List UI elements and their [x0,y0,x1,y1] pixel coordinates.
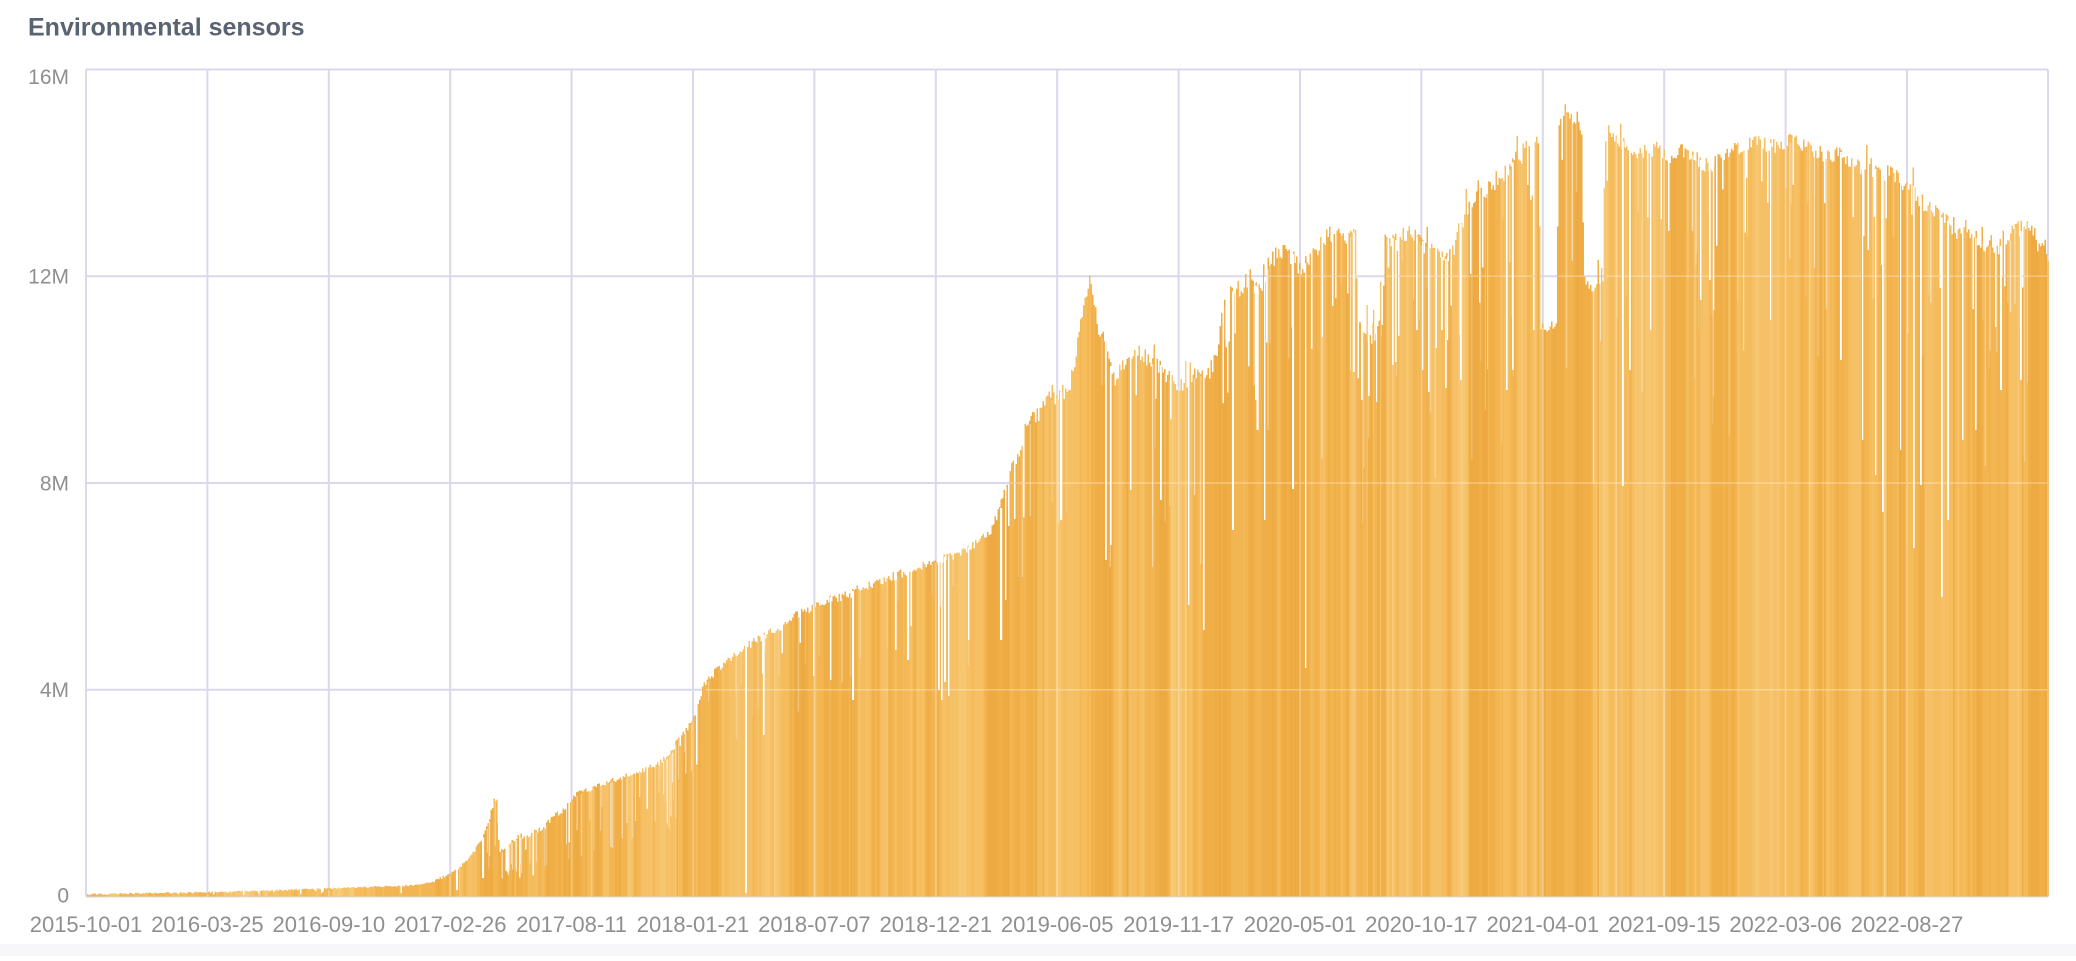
svg-text:2016-03-25: 2016-03-25 [151,912,264,937]
svg-text:2019-11-17: 2019-11-17 [1123,912,1234,937]
svg-text:2020-10-17: 2020-10-17 [1365,912,1478,937]
svg-text:2020-05-01: 2020-05-01 [1244,912,1357,937]
svg-text:2021-09-15: 2021-09-15 [1608,912,1721,937]
svg-text:Environmental sensors: Environmental sensors [28,14,304,42]
svg-text:2016-09-10: 2016-09-10 [273,912,386,937]
svg-text:2021-04-01: 2021-04-01 [1487,912,1600,937]
svg-text:2018-12-21: 2018-12-21 [880,912,993,937]
svg-text:2017-08-11: 2017-08-11 [516,912,627,937]
svg-text:2017-02-26: 2017-02-26 [394,912,507,937]
svg-text:12M: 12M [28,266,69,289]
svg-text:2019-06-05: 2019-06-05 [1001,912,1114,937]
svg-text:2022-03-06: 2022-03-06 [1729,912,1842,937]
svg-text:2018-07-07: 2018-07-07 [758,912,871,937]
svg-text:4M: 4M [40,679,69,702]
svg-text:2022-08-27: 2022-08-27 [1851,912,1964,937]
svg-text:8M: 8M [40,473,69,496]
svg-text:2018-01-21: 2018-01-21 [637,912,750,937]
svg-text:2015-10-01: 2015-10-01 [30,912,143,937]
svg-text:16M: 16M [28,66,69,89]
svg-text:0: 0 [57,885,69,908]
